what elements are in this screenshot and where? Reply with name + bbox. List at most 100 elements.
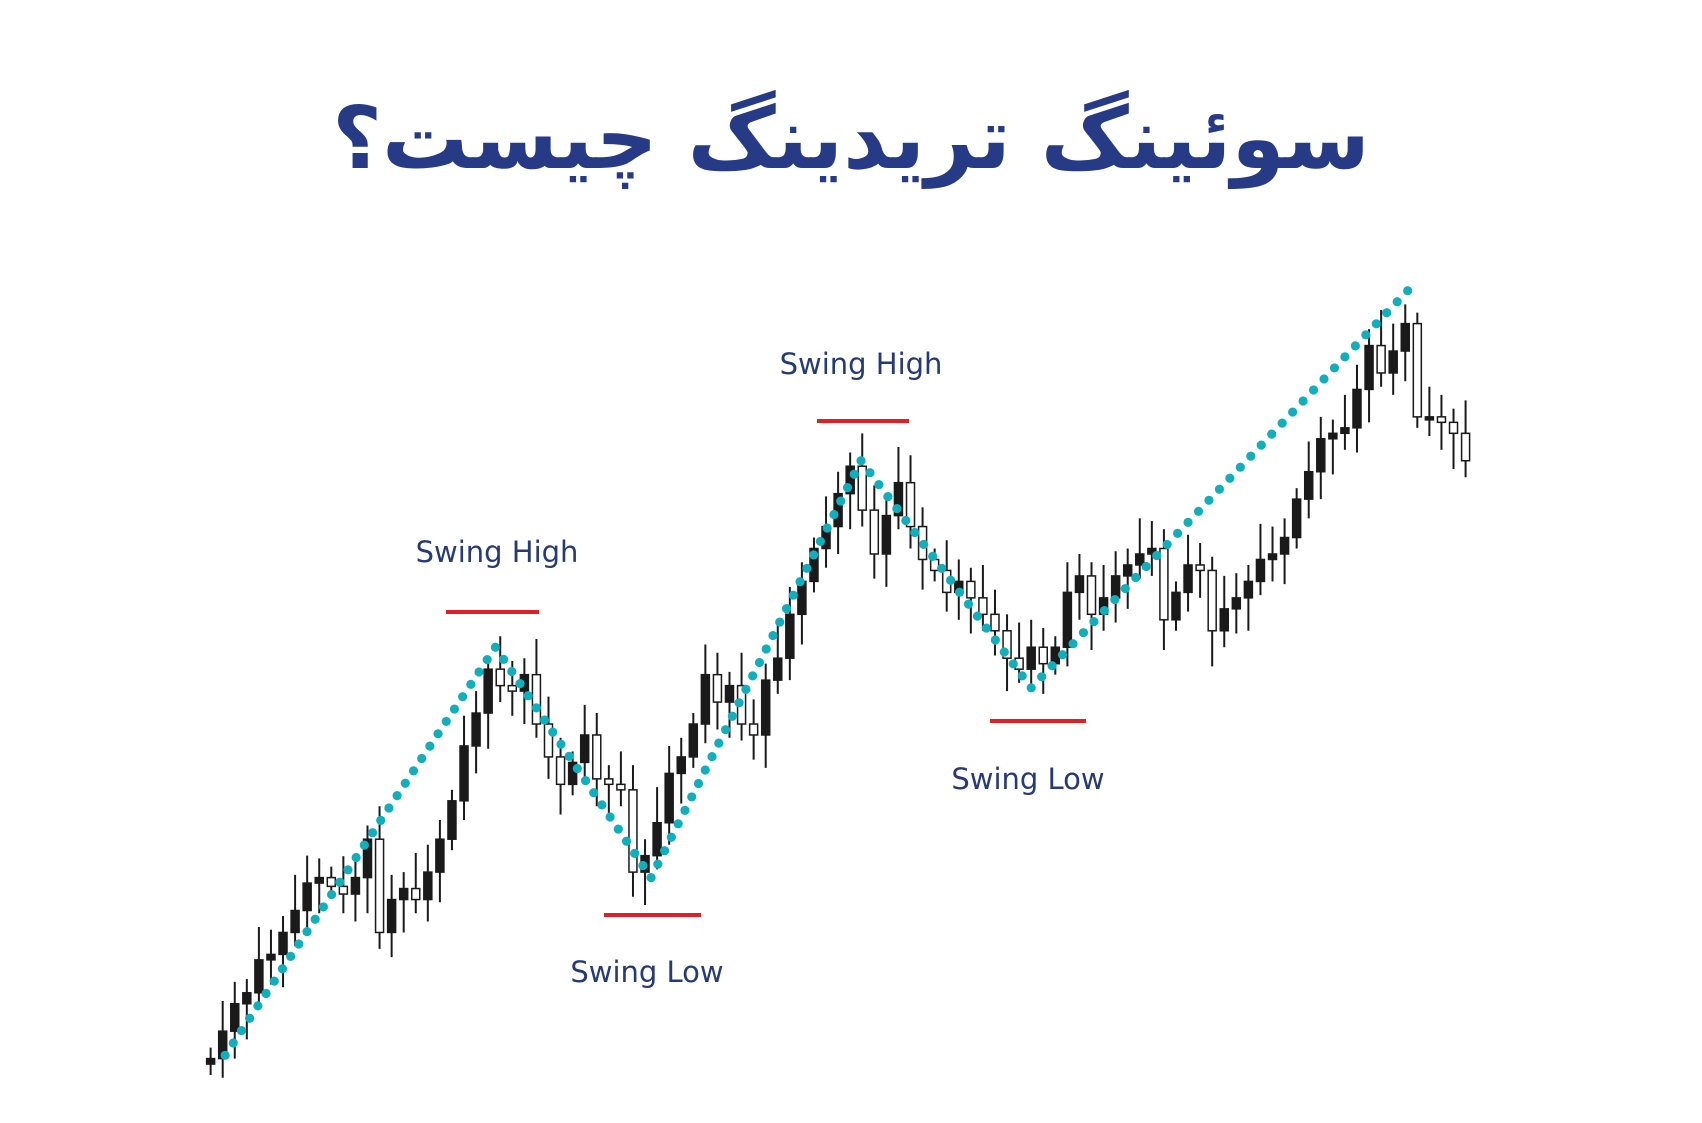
bullish-candle-body	[579, 734, 590, 764]
bearish-candle-body	[1436, 416, 1447, 424]
swing-dot	[1193, 506, 1204, 516]
swing-dot	[1214, 484, 1225, 494]
candle	[350, 855, 361, 922]
swing-dot	[981, 623, 992, 633]
candle	[869, 485, 880, 579]
bearish-candle-body	[338, 885, 349, 895]
candle	[1062, 562, 1073, 667]
bearish-candle-body	[1412, 322, 1423, 418]
swing-dot	[433, 729, 443, 739]
bullish-candle-body	[435, 838, 445, 873]
candle	[314, 858, 324, 914]
candle	[278, 915, 288, 988]
candle	[652, 787, 662, 870]
swing-dot	[1068, 639, 1078, 649]
swing-dot	[815, 536, 825, 547]
swing-dot	[1017, 671, 1027, 681]
swing-dot	[1403, 286, 1413, 296]
swing-dot	[408, 766, 419, 776]
swing-dot	[919, 539, 929, 550]
candle	[785, 586, 795, 681]
candle	[217, 1001, 228, 1078]
candle	[1195, 543, 1205, 598]
bullish-candle-body	[664, 772, 674, 824]
swing-dot	[228, 1038, 238, 1048]
swing-dot	[1152, 550, 1162, 561]
bullish-candle-body	[1279, 536, 1290, 555]
candle	[205, 1047, 216, 1076]
bearish-candle-body	[966, 580, 976, 599]
candle	[1316, 416, 1326, 500]
bullish-candle-body	[1267, 553, 1278, 561]
candle	[628, 765, 638, 897]
bullish-candle-body	[688, 723, 699, 758]
bearish-candle-body	[990, 613, 1000, 632]
swing-low-1-label: Swing Low	[570, 955, 724, 989]
candle	[1388, 323, 1398, 395]
candle	[1171, 581, 1181, 631]
swing-dot	[727, 711, 737, 721]
bullish-candle-body	[785, 613, 795, 659]
swing-dot	[1267, 429, 1277, 439]
page-title: سوئینگ تریدینگ چیست؟	[332, 89, 1370, 189]
swing-dot	[367, 828, 378, 838]
swing-dot	[687, 792, 697, 802]
candle	[519, 658, 530, 725]
swing-dot	[1235, 462, 1245, 472]
candle	[1183, 534, 1193, 612]
bullish-candle-body	[1303, 470, 1314, 500]
bearish-candle-body	[1448, 421, 1459, 435]
swing-dot	[1277, 418, 1287, 428]
bearish-candle-body	[1376, 344, 1386, 374]
swing-low-1-level-line	[604, 913, 701, 917]
swing-high-2-level-line	[817, 419, 909, 423]
bullish-candle-body	[205, 1057, 216, 1065]
swing-dot	[653, 859, 663, 869]
bearish-candle-body	[411, 887, 421, 901]
candle	[1328, 419, 1338, 475]
candle	[640, 839, 650, 906]
candle	[1460, 400, 1471, 478]
swing-high-2-label: Swing High	[779, 347, 943, 381]
swing-dot	[874, 480, 884, 490]
candle	[1424, 386, 1435, 437]
bearish-candle-body	[495, 668, 505, 687]
candle	[712, 652, 723, 730]
swing-dot	[754, 657, 765, 668]
swing-dot	[883, 491, 893, 502]
swing-dot	[1047, 661, 1057, 671]
swing-dot	[253, 1001, 263, 1011]
swing-dot	[1026, 683, 1036, 693]
candle	[374, 806, 385, 949]
candle	[1364, 329, 1374, 423]
swing-dot	[1110, 594, 1120, 605]
swing-dot	[1120, 583, 1130, 594]
bullish-candle-body	[1219, 608, 1230, 632]
candle	[1291, 488, 1302, 549]
bullish-candle-body	[676, 756, 686, 775]
bullish-candle-body	[1255, 558, 1266, 583]
bullish-candle-body	[278, 931, 288, 956]
candle	[604, 765, 614, 821]
swing-dot	[351, 852, 361, 863]
swing-dot	[449, 704, 460, 714]
candle	[423, 844, 433, 922]
candle	[290, 874, 300, 947]
candle	[1243, 564, 1254, 631]
bullish-candle-body	[881, 514, 892, 555]
swing-dot	[693, 778, 704, 789]
swing-dot	[836, 496, 846, 506]
swing-dot	[937, 563, 947, 573]
swing-dotted-line	[220, 286, 1413, 1060]
bullish-candle-body	[1231, 597, 1242, 610]
bullish-candle-body	[483, 668, 493, 714]
candle	[724, 671, 735, 738]
candle	[254, 926, 264, 1010]
swing-dot	[646, 873, 656, 883]
swing-low-2-label: Swing Low	[951, 762, 1105, 796]
swing-dot	[359, 840, 369, 850]
swing-dot	[1089, 617, 1099, 627]
candle	[435, 820, 445, 903]
candle	[736, 652, 747, 741]
